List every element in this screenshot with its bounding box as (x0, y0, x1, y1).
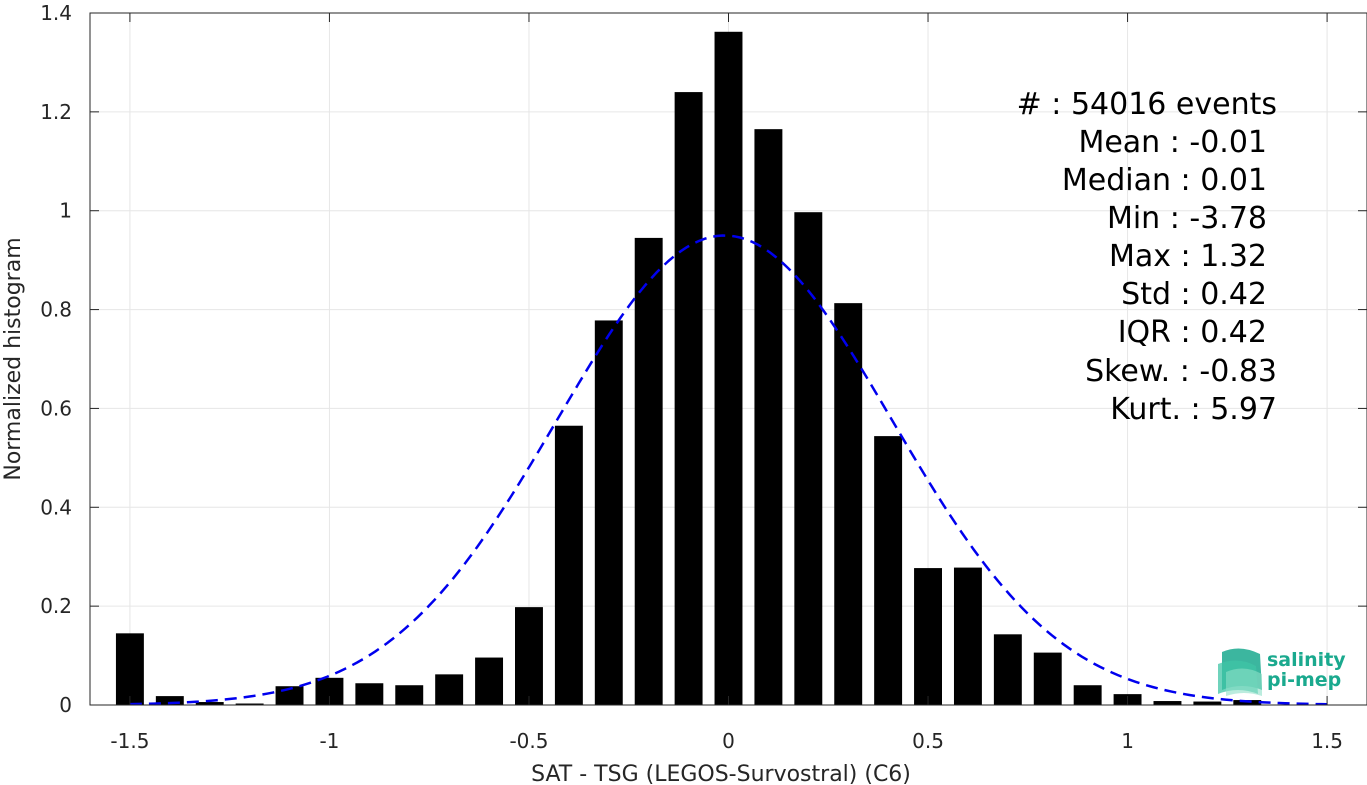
histogram-bar (235, 703, 264, 705)
y-tick-label: 0.6 (40, 396, 72, 420)
y-tick-label: 1.4 (40, 1, 72, 25)
x-tick-label: 1.5 (1311, 729, 1343, 753)
histogram-bar (515, 607, 543, 705)
histogram-bar (634, 237, 663, 705)
histogram-bar (834, 303, 863, 705)
histogram-bar (674, 92, 703, 706)
histogram-bar (1073, 685, 1102, 705)
x-tick-labels: -1.5 -1 -0.5 0 0.5 1 1.5 (110, 729, 1343, 753)
histogram-bar (914, 568, 942, 705)
histogram-bar (714, 31, 743, 706)
y-tick-label: 0.8 (40, 298, 72, 322)
stat-kurt: Kurt. : 5.97 (1110, 392, 1277, 427)
histogram-bar (874, 436, 903, 705)
bars-group (115, 31, 1262, 706)
salinity-pi-mep-logo: salinity pi-mep (1218, 648, 1346, 696)
stat-median: Median : 0.01 (1062, 163, 1267, 198)
y-tick-label: 1.2 (40, 100, 72, 124)
histogram-bar (115, 633, 144, 705)
logo-line-2: pi-mep (1267, 669, 1341, 691)
histogram-bar (155, 696, 184, 705)
x-tick-label: -1.5 (110, 729, 149, 753)
logo-line-1: salinity (1267, 649, 1346, 671)
y-axis-title: Normalized histogram (1, 237, 26, 480)
histogram-bar (754, 129, 783, 705)
y-tick-label: 1 (59, 199, 72, 223)
x-tick-label: 0.5 (912, 729, 944, 753)
logo-wave-icon (1218, 648, 1262, 696)
y-tick-label: 0.2 (40, 594, 72, 618)
stat-mean: Mean : -0.01 (1078, 125, 1267, 160)
axis-ticks (90, 12, 1367, 706)
y-tick-label: 0.4 (40, 495, 72, 519)
histogram-bar (953, 567, 982, 705)
histogram-bar (355, 683, 384, 705)
x-axis-title: SAT - TSG (LEGOS-Survostral) (C6) (531, 762, 911, 785)
stat-min: Min : -3.78 (1107, 201, 1267, 236)
histogram-bar (435, 674, 464, 705)
histogram-bar (594, 320, 623, 705)
x-tick-label: 0 (722, 729, 735, 753)
stat-skew: Skew. : -0.83 (1085, 354, 1277, 389)
histogram-bar (1153, 701, 1182, 705)
x-tick-label: -0.5 (509, 729, 548, 753)
y-tick-labels: 0 0.2 0.4 0.6 0.8 1 1.2 1.4 (40, 1, 72, 717)
histogram-bar (1033, 652, 1062, 705)
histogram-bar (554, 425, 583, 705)
y-tick-label: 0 (59, 693, 72, 717)
histogram-bar (1193, 701, 1222, 705)
histogram-bar (395, 685, 424, 705)
histogram-bar (993, 634, 1022, 705)
histogram-bar (475, 657, 504, 705)
stat-events: # : 54016 events (1017, 87, 1277, 122)
histogram-bar (195, 702, 224, 705)
stat-std: Std : 0.42 (1121, 277, 1267, 312)
x-tick-label: -1 (319, 729, 339, 753)
stat-max: Max : 1.32 (1109, 239, 1267, 274)
statistics-annotation: # : 54016 events Mean : -0.01 Median : 0… (1017, 87, 1277, 427)
stat-iqr: IQR : 0.42 (1118, 315, 1267, 350)
x-tick-label: 1 (1121, 729, 1134, 753)
histogram-bar (794, 212, 823, 705)
